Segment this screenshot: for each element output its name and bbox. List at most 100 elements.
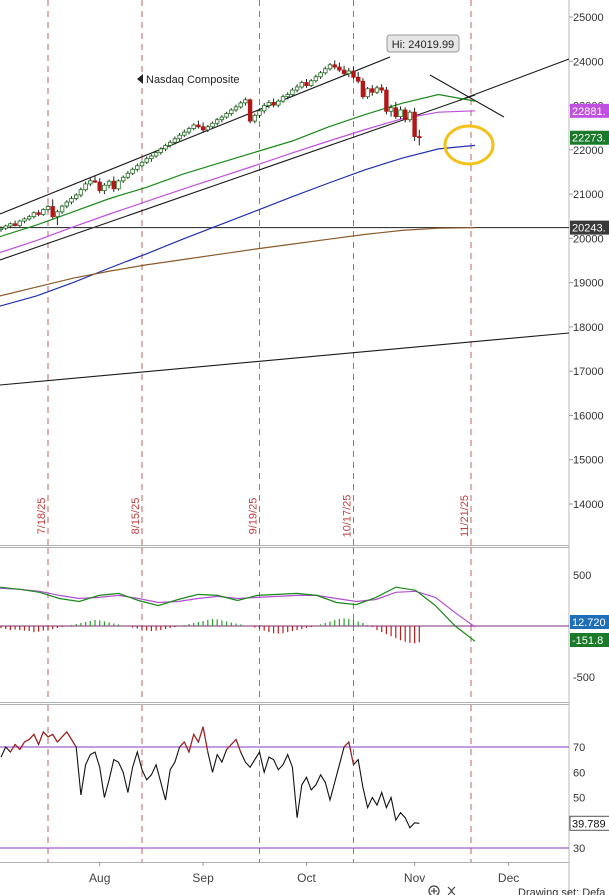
candle-body bbox=[135, 165, 140, 170]
moving-average-line bbox=[0, 110, 476, 254]
date-marker-label: 7/18/25 bbox=[36, 498, 48, 535]
panel-frames bbox=[0, 0, 570, 895]
candle-body bbox=[167, 141, 173, 146]
x-axis-label: Nov bbox=[404, 871, 425, 885]
rsi-overbought-segment bbox=[61, 731, 68, 738]
price-axis-label: 21000 bbox=[573, 189, 604, 201]
candle-body bbox=[111, 180, 116, 190]
rsi-overbought-segment bbox=[9, 744, 16, 753]
rsi-overbought-segment bbox=[66, 731, 72, 740]
price-axis-label: 19000 bbox=[573, 278, 604, 290]
rsi-overbought-segment bbox=[71, 739, 77, 748]
candle-body bbox=[205, 126, 210, 131]
candle-body bbox=[97, 181, 102, 191]
candle-body bbox=[266, 102, 272, 106]
candle-body bbox=[393, 107, 398, 118]
candlesticks bbox=[0, 60, 422, 232]
candle-body bbox=[233, 106, 239, 111]
candle-body bbox=[153, 152, 159, 157]
date-marker-labels: 7/18/25 8/15/25 9/19/25 10/17/25 11/21/25 bbox=[36, 495, 471, 538]
candle-body bbox=[158, 148, 163, 153]
macd-signal-tag-bg bbox=[570, 633, 609, 647]
rsi-levels bbox=[0, 746, 569, 849]
candle-body bbox=[351, 70, 356, 78]
price-value-tag: 22273. bbox=[572, 133, 606, 145]
moving-average-line bbox=[0, 144, 476, 307]
rsi-overbought-segment bbox=[42, 731, 49, 738]
rsi-overbought-segment bbox=[47, 733, 53, 738]
candle-body bbox=[252, 114, 257, 122]
rsi-overbought-segment bbox=[38, 731, 44, 745]
high-label-text: Hi: 24019.99 bbox=[392, 39, 454, 51]
candle-body bbox=[294, 86, 300, 91]
rsi-overbought-segment bbox=[33, 734, 40, 745]
price-axis-label: 25000 bbox=[573, 12, 604, 24]
macd-axis-label: -500 bbox=[573, 672, 595, 684]
rsi-overbought-segment bbox=[235, 739, 242, 753]
macd-value-tag: 12.720 bbox=[572, 617, 606, 629]
trendlines bbox=[0, 56, 570, 386]
candle-body bbox=[355, 76, 361, 82]
candle-body bbox=[74, 194, 79, 199]
x-axis-label: Sep bbox=[192, 871, 214, 885]
rsi-overbought-segment bbox=[197, 726, 204, 743]
candle-body bbox=[304, 82, 309, 87]
candle-body bbox=[374, 87, 380, 93]
drawing-toolbar[interactable]: Drawing set: Defa bbox=[428, 885, 606, 895]
candle-body bbox=[8, 223, 13, 227]
candle-body bbox=[308, 80, 314, 87]
macd-signal-line bbox=[0, 587, 476, 628]
macd-value-tag-bg bbox=[570, 615, 609, 629]
candle-body bbox=[229, 109, 234, 114]
trendline bbox=[0, 332, 570, 386]
candle-body bbox=[200, 126, 206, 131]
candle-body bbox=[341, 69, 347, 75]
macd-axis-label: 500 bbox=[573, 570, 591, 582]
candle-body bbox=[182, 131, 187, 136]
candle-body bbox=[3, 225, 8, 229]
trendline bbox=[429, 74, 505, 118]
candle-body bbox=[83, 183, 88, 191]
candle-body bbox=[50, 206, 55, 218]
candle-body bbox=[327, 64, 333, 70]
macd-lines bbox=[0, 586, 476, 642]
candle-body bbox=[102, 184, 107, 191]
trendline bbox=[459, 58, 570, 101]
candle-body bbox=[384, 89, 389, 112]
candle-body bbox=[219, 116, 225, 121]
candle-body bbox=[285, 94, 290, 98]
x-axis-label: Oct bbox=[297, 871, 316, 885]
candle-body bbox=[36, 212, 41, 215]
candle-body bbox=[149, 155, 154, 160]
price-value-tag-bg bbox=[570, 103, 609, 118]
candle-body bbox=[214, 119, 220, 124]
rsi-axis-label: 30 bbox=[573, 843, 585, 855]
x-axis-label: Dec bbox=[498, 871, 519, 885]
rsi-overbought-segment bbox=[52, 734, 58, 743]
price-value-tag-bg bbox=[570, 220, 609, 235]
candle-body bbox=[163, 144, 168, 150]
rsi-overbought-segment bbox=[348, 741, 355, 765]
price-value-tag-bg bbox=[570, 130, 609, 145]
price-value-tag: 20243. bbox=[572, 223, 606, 235]
highlight-circle bbox=[443, 124, 495, 166]
candle-body bbox=[271, 102, 276, 106]
candle-body bbox=[31, 212, 37, 218]
price-axis-label: 15000 bbox=[573, 455, 604, 467]
candle-body bbox=[78, 189, 84, 196]
candle-body bbox=[92, 180, 98, 183]
add-icon[interactable] bbox=[428, 885, 440, 895]
pan-icon[interactable] bbox=[447, 886, 456, 895]
price-axis-label: 24000 bbox=[573, 56, 604, 68]
candle-body bbox=[55, 211, 60, 218]
macd-signal-tag: -151.8 bbox=[572, 635, 603, 647]
candle-body bbox=[398, 109, 403, 118]
candle-body bbox=[130, 168, 135, 174]
candle-body bbox=[332, 64, 337, 68]
trendline bbox=[0, 94, 476, 261]
candle-body bbox=[125, 172, 131, 178]
candle-body bbox=[318, 72, 323, 78]
moving-averages bbox=[0, 93, 476, 307]
x-axis-label: Aug bbox=[89, 871, 110, 885]
